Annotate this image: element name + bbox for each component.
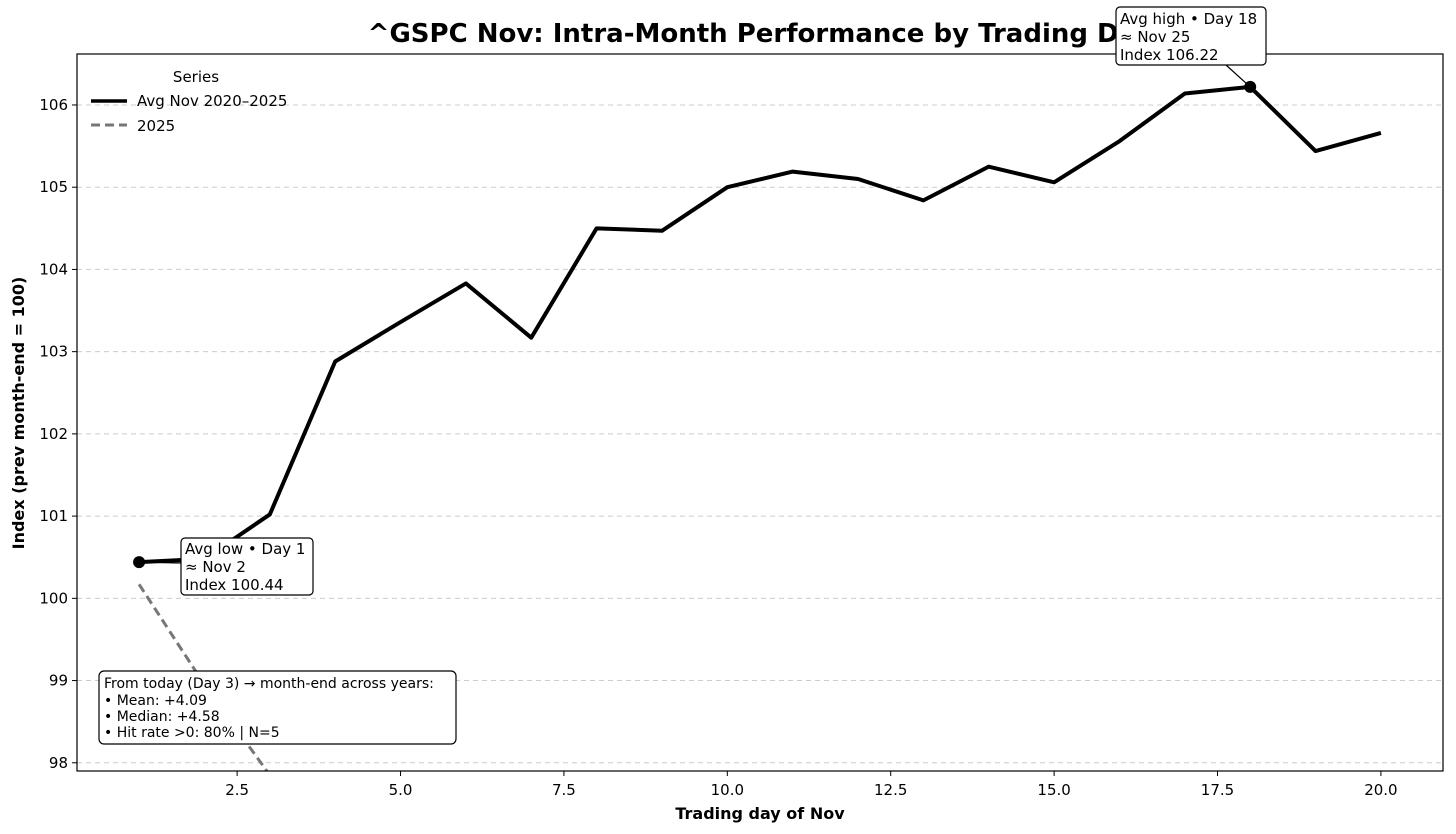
legend: Series Avg Nov 2020–2025 2025 bbox=[91, 68, 287, 135]
y-tick-label: 106 bbox=[39, 96, 68, 114]
stats-box: From today (Day 3) → month-end across ye… bbox=[98, 670, 457, 745]
y-tick-label: 98 bbox=[49, 754, 68, 772]
x-axis-ticks: 2.5 5.0 7.5 10.0 12.5 15.0 17.5 20.0 bbox=[225, 771, 1398, 799]
avg-high-box bbox=[1115, 6, 1267, 66]
stats-box-frame bbox=[98, 670, 457, 745]
annotations: Avg low • Day 1 ≈ Nov 2 Index 100.44 Avg… bbox=[139, 6, 1267, 596]
avg-low-line-3: Index 100.44 bbox=[185, 576, 284, 594]
x-tick-label: 20.0 bbox=[1364, 781, 1397, 799]
avg-low-line-2: ≈ Nov 2 bbox=[185, 558, 246, 576]
grid-lines bbox=[77, 104, 1443, 764]
avg-high-line-1: Avg high • Day 18 bbox=[1120, 10, 1257, 28]
x-tick-label: 5.0 bbox=[389, 781, 413, 799]
y-axis-title: Index (prev month-end = 100) bbox=[9, 277, 28, 550]
legend-label-2025: 2025 bbox=[137, 117, 175, 135]
x-tick-label: 7.5 bbox=[552, 781, 576, 799]
avg-low-leader bbox=[139, 561, 182, 564]
y-tick-label: 104 bbox=[39, 260, 68, 278]
x-tick-label: 12.5 bbox=[874, 781, 907, 799]
legend-title: Series bbox=[173, 68, 219, 86]
y-tick-label: 102 bbox=[39, 425, 68, 443]
x-tick-label: 15.0 bbox=[1037, 781, 1070, 799]
x-axis-title: Trading day of Nov bbox=[675, 804, 845, 823]
y-tick-label: 100 bbox=[39, 589, 68, 607]
x-tick-label: 17.5 bbox=[1201, 781, 1234, 799]
y-axis-ticks: 98 99 100 101 102 103 104 105 106 bbox=[39, 96, 77, 772]
avg-low-line-1: Avg low • Day 1 bbox=[185, 540, 305, 558]
avg-low-box bbox=[180, 537, 314, 596]
stats-line-3: • Median: +4.58 bbox=[104, 709, 220, 725]
plot-frame bbox=[76, 53, 1444, 772]
annotation-markers bbox=[133, 80, 1257, 569]
stats-line-4: • Hit rate >0: 80% | N=5 bbox=[104, 725, 280, 741]
y-tick-label: 105 bbox=[39, 178, 68, 196]
x-tick-label: 10.0 bbox=[711, 781, 744, 799]
y-tick-label: 103 bbox=[39, 343, 68, 361]
avg-high-line-2: ≈ Nov 25 bbox=[1120, 28, 1190, 46]
y-tick-label: 101 bbox=[39, 507, 68, 525]
avg-high-leader bbox=[1225, 64, 1251, 88]
x-tick-label: 2.5 bbox=[225, 781, 249, 799]
series-line-avg bbox=[138, 84, 1382, 565]
avg-high-line-3: Index 106.22 bbox=[1120, 46, 1219, 64]
legend-label-avg: Avg Nov 2020–2025 bbox=[137, 92, 287, 110]
chart-title: ^GSPC Nov: Intra-Month Performance by Tr… bbox=[368, 19, 1153, 49]
y-tick-label: 99 bbox=[49, 672, 68, 690]
stats-line-2: • Mean: +4.09 bbox=[104, 693, 207, 709]
stats-line-1: From today (Day 3) → month-end across ye… bbox=[104, 676, 434, 692]
